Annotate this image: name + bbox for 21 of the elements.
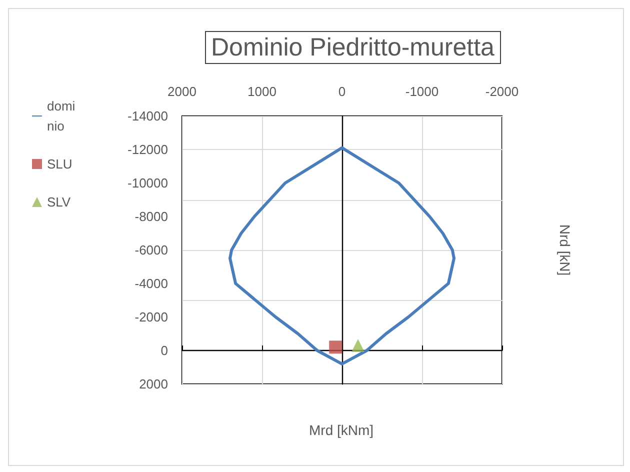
y-tick-label: 0 <box>160 343 168 358</box>
y-tick-label: -14000 <box>128 108 168 124</box>
y-tick-label: -8000 <box>134 209 168 224</box>
y-tick-label: -6000 <box>134 242 168 258</box>
y-axis-title: Nrd [kN] <box>557 224 573 276</box>
chart-title: Dominio Piedritto-muretta <box>211 34 495 62</box>
x-tick-label: -2000 <box>485 84 519 99</box>
x-axis-title: Mrd [kNm] <box>309 422 374 438</box>
legend-label: SLU <box>47 156 72 172</box>
legend-label: dominio <box>47 98 76 134</box>
x-tick-label: 2000 <box>168 84 196 99</box>
y-tick-label: 2000 <box>139 376 168 392</box>
y-tick-label: -10000 <box>128 176 168 190</box>
x-tick-label: -1000 <box>405 84 439 99</box>
line-series <box>228 146 456 366</box>
y-tick-label: -12000 <box>128 142 168 157</box>
x-tick-label: 1000 <box>248 84 276 99</box>
y-tick-label: -4000 <box>134 276 168 291</box>
x-tick-label: 0 <box>338 84 346 99</box>
y-tick-label: -2000 <box>134 310 168 324</box>
legend-label: SLV <box>47 194 71 210</box>
